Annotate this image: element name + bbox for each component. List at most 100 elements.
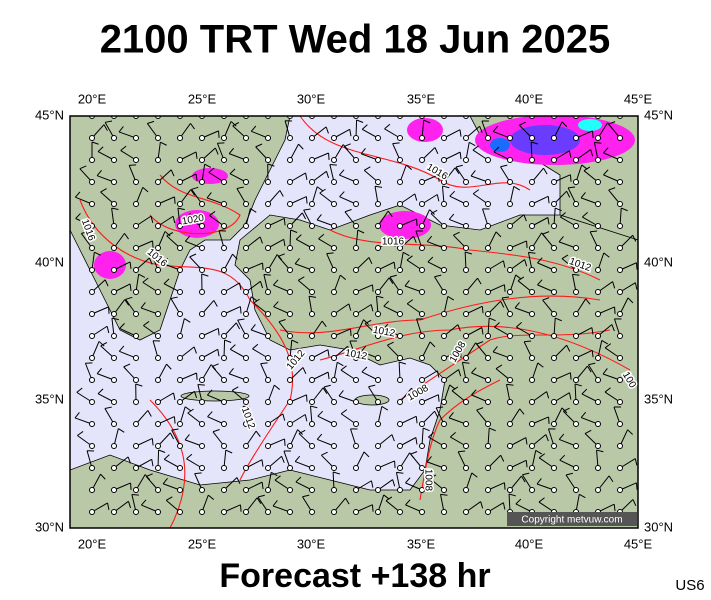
barb-station — [397, 289, 403, 295]
barb-station — [353, 245, 359, 251]
barb-staff — [277, 256, 291, 271]
barb-station — [507, 201, 513, 207]
barb-station — [551, 311, 557, 317]
barb-staff — [553, 407, 563, 425]
barb-station — [331, 157, 337, 163]
barb-staff — [318, 238, 335, 249]
barb-staff — [207, 394, 225, 403]
barb-station — [243, 465, 249, 471]
barb-flag — [493, 146, 500, 153]
barb-staff — [375, 296, 379, 315]
barb-flag — [383, 104, 387, 109]
barb-station — [287, 399, 293, 405]
barb-flag — [340, 409, 348, 415]
barb-flag — [396, 471, 404, 474]
barb-station — [309, 487, 315, 493]
barb-station — [287, 443, 293, 449]
barb-flag — [160, 141, 167, 146]
barb-staff — [488, 116, 489, 117]
barb-station — [419, 465, 425, 471]
barb-station — [397, 421, 403, 427]
barb-station — [133, 157, 139, 163]
barb-flag — [281, 456, 285, 463]
barb-flag — [426, 456, 432, 463]
barb-flag — [374, 185, 383, 188]
barb-station — [463, 465, 469, 471]
barb-flag — [104, 279, 109, 287]
barb-station — [111, 443, 117, 449]
barb-staff — [209, 215, 225, 227]
barb-staff — [272, 505, 291, 513]
barb-flag — [91, 141, 99, 145]
barb-staff — [482, 208, 489, 227]
barb-station — [419, 179, 425, 185]
barb-station — [89, 201, 95, 207]
barb-flag — [451, 386, 459, 392]
barb-flag — [454, 101, 458, 107]
barb-station — [89, 289, 95, 295]
barb-station — [595, 421, 601, 427]
barb-staff — [223, 253, 233, 271]
barb-station — [265, 377, 271, 383]
barb-flag — [604, 387, 611, 393]
barb-flag — [559, 454, 566, 461]
barb-flag — [542, 297, 550, 301]
barb-staff — [302, 496, 313, 513]
barb-staff — [355, 504, 373, 513]
barb-flag — [460, 350, 462, 358]
barb-flag — [413, 236, 417, 243]
barb-staff — [509, 186, 515, 205]
barb-station — [529, 311, 535, 317]
barb-staff — [202, 116, 203, 117]
barb-station — [551, 267, 557, 273]
barb-staff — [267, 190, 281, 205]
barb-staff — [575, 349, 593, 359]
barb-staff — [537, 284, 555, 293]
barb-station — [133, 179, 139, 185]
barb-flag — [480, 501, 484, 509]
barb-flag — [514, 302, 520, 309]
barb-staff — [565, 474, 577, 491]
barb-flag — [442, 185, 450, 189]
barb-station — [573, 267, 579, 273]
barb-station — [155, 333, 161, 339]
barb-staff — [197, 384, 203, 403]
barb-flag — [481, 306, 484, 314]
barb-flag — [440, 493, 448, 496]
barb-staff — [91, 502, 108, 513]
barb-station — [463, 289, 469, 295]
barb-station — [441, 333, 447, 339]
barb-staff — [245, 497, 258, 513]
barb-station — [221, 399, 227, 405]
barb-flag — [492, 125, 499, 132]
lon-label-bottom: 35°E — [407, 536, 436, 551]
barb-flag — [98, 341, 105, 347]
barb-flag — [406, 299, 414, 305]
barb-flag — [336, 361, 344, 367]
barb-staff — [386, 344, 401, 359]
barb-station — [397, 487, 403, 493]
barb-flag — [146, 473, 153, 477]
barb-flag — [193, 346, 197, 354]
barb-flag — [494, 322, 500, 328]
barb-station — [199, 135, 205, 141]
barb-staff — [521, 474, 533, 491]
barb-staff — [476, 343, 489, 359]
barb-flag — [515, 498, 522, 505]
barb-flag — [273, 384, 281, 390]
barb-staff — [589, 231, 599, 249]
barb-flag — [496, 100, 501, 105]
barb-station — [551, 289, 557, 295]
barb-flag — [393, 262, 396, 270]
barb-staff — [377, 460, 395, 469]
barb-flag — [585, 298, 591, 305]
barb-flag — [152, 240, 154, 248]
barb-flag — [310, 405, 318, 409]
barb-flag — [125, 296, 133, 300]
barb-station — [89, 443, 95, 449]
barb-staff — [443, 350, 461, 359]
barb-station — [573, 487, 579, 493]
barb-staff — [329, 164, 335, 183]
barb-station — [507, 465, 513, 471]
barb-station — [89, 465, 95, 471]
